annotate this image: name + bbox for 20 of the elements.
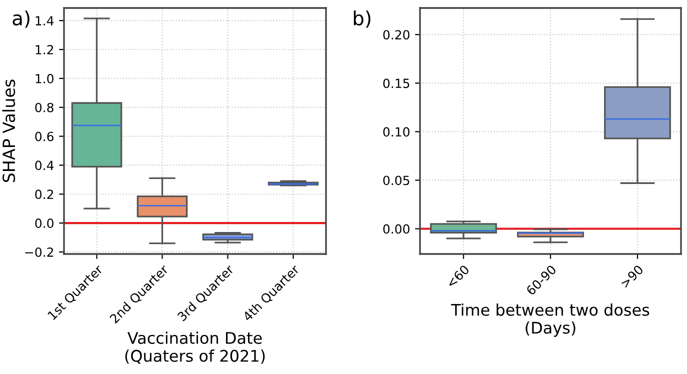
y-tick-label: 0.05 bbox=[383, 176, 410, 186]
x-tick-label: <60 bbox=[446, 264, 470, 288]
x-axis-title: Time between two doses (Days) bbox=[451, 304, 650, 337]
y-tick-label: 1.4 bbox=[36, 16, 54, 26]
text: 1.0 bbox=[36, 74, 54, 84]
y-tick-label: 0.6 bbox=[35, 132, 54, 142]
y-tick-label: −0.2 bbox=[25, 247, 54, 257]
y-tick-label: 0.8 bbox=[35, 102, 54, 112]
y-tick-label: 0.4 bbox=[35, 160, 54, 170]
y-axis-title: SHAP Values bbox=[2, 80, 16, 182]
text: 0.10 bbox=[383, 127, 410, 137]
text: 0.0 bbox=[35, 218, 54, 228]
text: 0.20 bbox=[383, 30, 410, 40]
text: a) bbox=[12, 10, 30, 28]
x-axis-title: Vaccination Date (Quaters of 2021) bbox=[125, 332, 265, 364]
y-tick-label: 0.2 bbox=[35, 190, 54, 200]
y-tick-label: 1.2 bbox=[36, 44, 54, 54]
text: 0.00 bbox=[383, 224, 410, 234]
y-tick-label: 0.15 bbox=[383, 78, 410, 88]
text: b) bbox=[354, 10, 370, 28]
